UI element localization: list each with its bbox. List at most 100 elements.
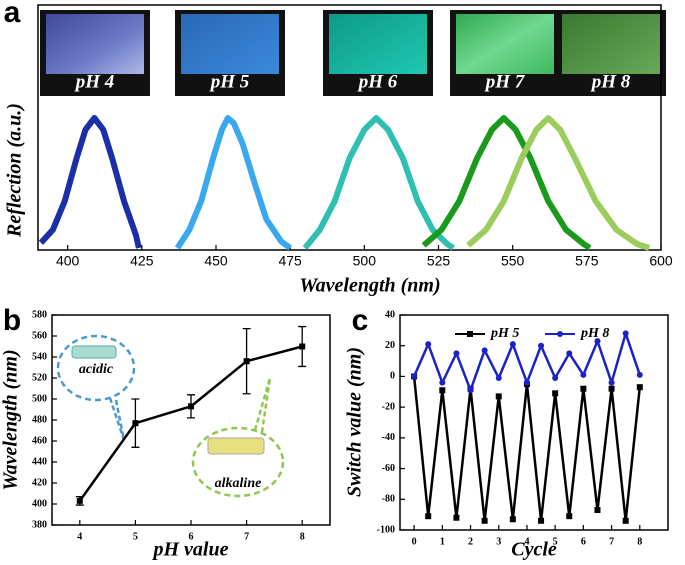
x-tick-label: 8 (637, 536, 642, 547)
y-tick-label: 380 (32, 519, 47, 530)
panel-label: c (352, 304, 369, 337)
marker (622, 517, 629, 524)
marker (132, 420, 139, 427)
photo-caption: pH 7 (484, 71, 526, 92)
x-axis-title: pH value (152, 539, 229, 561)
legend-label: pH 8 (580, 326, 609, 341)
marker (76, 497, 83, 504)
x-tick-label: 4 (77, 531, 82, 542)
x-tick-label: 2 (468, 536, 473, 547)
x-tick-label: 525 (427, 253, 451, 269)
x-axis-title: Cycle (511, 539, 557, 561)
marker (580, 371, 587, 378)
marker (299, 343, 306, 350)
photo (329, 14, 427, 74)
photos (40, 10, 666, 96)
series-line (78, 345, 303, 502)
marker (509, 341, 516, 348)
marker (243, 358, 250, 365)
photo (46, 14, 144, 74)
photo-caption: pH 6 (357, 71, 398, 92)
y-tick-label: 400 (32, 498, 47, 509)
marker (580, 385, 587, 392)
x-tick-label: 400 (56, 253, 80, 269)
x-tick-label: 4 (524, 536, 529, 547)
photo-caption: pH 4 (74, 71, 115, 92)
series-line (412, 376, 642, 523)
x-tick-label: 425 (130, 253, 154, 269)
marker (425, 513, 432, 520)
marker (481, 517, 488, 524)
marker (608, 379, 615, 386)
y-tick-label: 540 (32, 351, 47, 362)
series-line (421, 115, 592, 251)
y-tick-label: 480 (32, 414, 47, 425)
plot-frame (399, 314, 669, 531)
x-tick-label: 500 (353, 253, 377, 269)
panel-label: b (3, 304, 21, 337)
panel-label: a (4, 0, 21, 29)
x-tick-label: 6 (581, 536, 586, 547)
y-tick-label: 580 (32, 309, 47, 320)
marker (636, 371, 643, 378)
series-line (174, 115, 292, 251)
bubble (191, 426, 285, 498)
marker (594, 338, 601, 345)
marker (495, 374, 502, 381)
marker (538, 342, 545, 349)
x-axis-title: Wavelength (nm) (299, 275, 440, 297)
marker (622, 330, 629, 337)
x-tick-label: 7 (609, 536, 614, 547)
y-tick-label: 420 (32, 477, 47, 488)
marker (608, 385, 615, 392)
y-tick-label: -60 (382, 463, 395, 474)
x-tick-label: 3 (496, 536, 501, 547)
marker (566, 513, 573, 520)
x-tick-label: 6 (189, 531, 194, 542)
y-axis-title: Switch value (nm) (344, 347, 366, 497)
y-tick-label: 520 (32, 372, 47, 383)
x-tick-label: 5 (133, 531, 138, 542)
x-tick-label: 450 (204, 253, 228, 269)
marker (552, 374, 559, 381)
photo (456, 14, 554, 74)
photo (181, 14, 279, 74)
bubble-tail (253, 377, 272, 433)
marker (566, 350, 573, 357)
x-tick-label: 0 (412, 536, 417, 547)
y-tick-label: -100 (377, 524, 395, 535)
photo (562, 14, 660, 74)
marker (453, 514, 460, 521)
marker (411, 373, 418, 380)
y-tick-label: -80 (382, 494, 395, 505)
x-tick-label: 8 (300, 531, 305, 542)
marker (495, 393, 502, 400)
x-tick-label: 475 (278, 253, 302, 269)
y-tick-label: -40 (382, 432, 395, 443)
annotation: alkaline (215, 476, 262, 491)
bubble-tail (108, 397, 126, 441)
marker (425, 341, 432, 348)
marker (636, 384, 643, 391)
y-tick-label: 20 (385, 340, 395, 351)
series-line (38, 115, 142, 249)
marker (523, 379, 530, 386)
legend-label: pH 5 (490, 326, 519, 341)
x-tick-label: 550 (501, 253, 525, 269)
y-axis-title: Wavelength (nm) (0, 349, 22, 490)
y-tick-label: 440 (32, 456, 47, 467)
legend-marker (467, 331, 473, 337)
photo-caption: pH 5 (209, 71, 250, 92)
y-axis-title: Reflection (a.u.) (4, 103, 26, 238)
x-tick-label: 575 (575, 253, 599, 269)
bubble (56, 334, 136, 402)
y-tick-label: 460 (32, 435, 47, 446)
marker (467, 387, 474, 394)
legend-marker (557, 331, 563, 337)
photo-caption: pH 8 (590, 71, 631, 92)
y-tick-label: -20 (382, 401, 395, 412)
marker (453, 350, 460, 357)
x-tick-label: 1 (440, 536, 445, 547)
marker (538, 517, 545, 524)
